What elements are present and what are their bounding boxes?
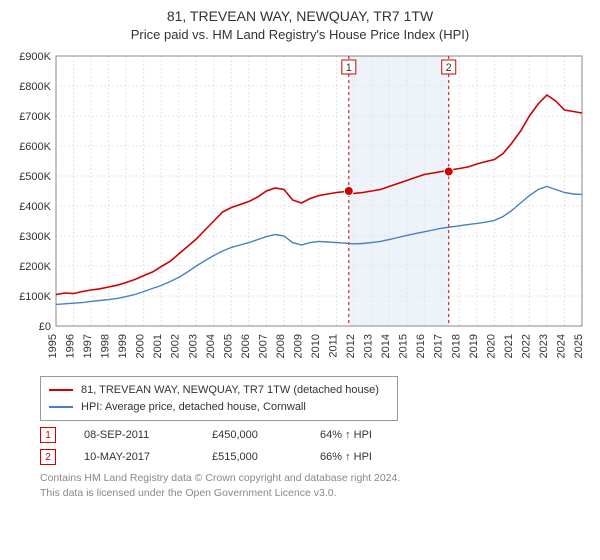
svg-text:2007: 2007 [257, 334, 269, 358]
footer-line-2: This data is licensed under the Open Gov… [40, 486, 590, 501]
chart-title: 81, TREVEAN WAY, NEWQUAY, TR7 1TW [0, 0, 600, 24]
legend-item: HPI: Average price, detached house, Corn… [49, 399, 389, 416]
svg-text:2009: 2009 [292, 334, 304, 358]
svg-text:2006: 2006 [240, 334, 252, 358]
svg-text:2004: 2004 [205, 334, 217, 358]
chart-subtitle: Price paid vs. HM Land Registry's House … [0, 24, 600, 50]
event-row: 2 10-MAY-2017 £515,000 66% ↑ HPI [40, 449, 590, 465]
svg-text:2000: 2000 [135, 334, 147, 358]
svg-text:£600K: £600K [19, 141, 51, 153]
footer-line-1: Contains HM Land Registry data © Crown c… [40, 471, 590, 486]
svg-text:1998: 1998 [100, 334, 112, 358]
event-marker: 2 [40, 449, 56, 465]
event-pct: 66% ↑ HPI [320, 451, 420, 463]
svg-text:2012: 2012 [345, 334, 357, 358]
svg-text:2022: 2022 [520, 334, 532, 358]
svg-text:1995: 1995 [47, 334, 59, 358]
svg-text:2: 2 [446, 62, 452, 74]
chart-container: 81, TREVEAN WAY, NEWQUAY, TR7 1TW Price … [0, 0, 600, 500]
chart-area: £0 £100K £200K £300K £400K £500K £600K £700K £80… [10, 50, 590, 370]
legend-label: 81, TREVEAN WAY, NEWQUAY, TR7 1TW (detac… [81, 382, 379, 399]
svg-text:1997: 1997 [82, 334, 94, 358]
svg-text:2024: 2024 [555, 334, 567, 358]
svg-text:2015: 2015 [398, 334, 410, 358]
svg-text:2019: 2019 [468, 334, 480, 358]
events-table: 1 08-SEP-2011 £450,000 64% ↑ HPI 2 10-MAY-201… [40, 427, 590, 465]
svg-text:2021: 2021 [503, 334, 515, 358]
svg-text:2025: 2025 [573, 334, 585, 358]
svg-text:£500K: £500K [19, 171, 51, 183]
svg-text:2018: 2018 [450, 334, 462, 358]
legend-swatch [49, 406, 73, 408]
legend-swatch [49, 389, 73, 391]
svg-text:2003: 2003 [187, 334, 199, 358]
event-price: £515,000 [212, 451, 292, 463]
svg-text:2005: 2005 [222, 334, 234, 358]
svg-text:£0: £0 [39, 321, 51, 333]
svg-text:1999: 1999 [117, 334, 129, 358]
svg-text:2017: 2017 [433, 334, 445, 358]
svg-text:2011: 2011 [328, 334, 340, 358]
footer-attribution: Contains HM Land Registry data © Crown c… [40, 471, 590, 500]
svg-text:2013: 2013 [363, 334, 375, 358]
svg-text:£700K: £700K [19, 111, 51, 123]
svg-text:£100K: £100K [19, 291, 51, 303]
event-date: 10-MAY-2017 [84, 451, 184, 463]
svg-text:2016: 2016 [415, 334, 427, 358]
legend-label: HPI: Average price, detached house, Corn… [81, 399, 306, 416]
svg-text:2010: 2010 [310, 334, 322, 358]
event-price: £450,000 [212, 429, 292, 441]
svg-text:2008: 2008 [275, 334, 287, 358]
svg-text:2020: 2020 [485, 334, 497, 358]
svg-text:1: 1 [346, 62, 352, 74]
svg-text:£200K: £200K [19, 261, 51, 273]
svg-text:£300K: £300K [19, 231, 51, 243]
svg-text:2002: 2002 [170, 334, 182, 358]
svg-text:£900K: £900K [19, 51, 51, 63]
svg-text:2014: 2014 [380, 334, 392, 358]
legend-item: 81, TREVEAN WAY, NEWQUAY, TR7 1TW (detac… [49, 382, 389, 399]
svg-text:2023: 2023 [538, 334, 550, 358]
legend-box: 81, TREVEAN WAY, NEWQUAY, TR7 1TW (detac… [40, 376, 398, 421]
svg-text:1996: 1996 [65, 334, 77, 358]
svg-text:2001: 2001 [152, 334, 164, 358]
line-chart-svg: £0 £100K £200K £300K £400K £500K £600K £700K £80… [10, 50, 590, 370]
event-marker: 1 [40, 427, 56, 443]
svg-text:£800K: £800K [19, 81, 51, 93]
event-pct: 64% ↑ HPI [320, 429, 420, 441]
svg-text:£400K: £400K [19, 201, 51, 213]
event-row: 1 08-SEP-2011 £450,000 64% ↑ HPI [40, 427, 590, 443]
event-date: 08-SEP-2011 [84, 429, 184, 441]
